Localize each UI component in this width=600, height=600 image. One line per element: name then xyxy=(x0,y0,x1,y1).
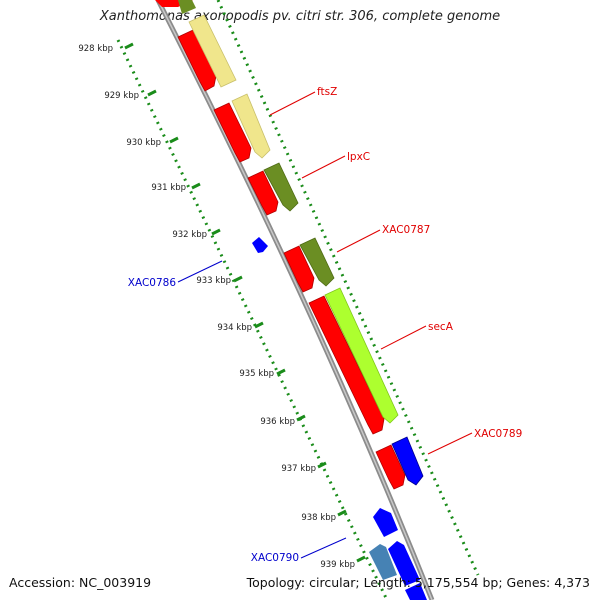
gene-label-secA[interactable]: secA xyxy=(428,321,454,333)
tick-mark xyxy=(211,228,221,236)
tick-mark xyxy=(124,42,134,50)
gene-cog-top[interactable] xyxy=(178,0,196,14)
gene-arrow[interactable] xyxy=(213,102,252,163)
gene-arrow-secA[interactable] xyxy=(308,295,385,435)
leader-lpxC xyxy=(301,155,346,179)
gene-arrow[interactable] xyxy=(247,170,279,216)
tick-label: 937 kbp xyxy=(281,464,316,474)
gene-cog-ftsZ-2[interactable] xyxy=(231,93,271,159)
gene-cog-lpxC[interactable] xyxy=(263,162,299,212)
tick-mark xyxy=(254,321,264,329)
gene-cog-ftsZ-1[interactable] xyxy=(188,14,237,88)
gene-cog-XAC0789[interactable] xyxy=(391,436,424,486)
leader-XAC0790 xyxy=(300,537,347,559)
tick-mark xyxy=(233,275,243,283)
gene-label-XAC0789[interactable]: XAC0789 xyxy=(474,428,522,440)
gene-cog-secA[interactable] xyxy=(324,287,399,424)
tick-mark xyxy=(276,368,286,376)
gene-arrow[interactable] xyxy=(375,444,406,490)
dotted-ring-outer xyxy=(216,0,480,576)
leader-XAC0786 xyxy=(177,260,223,283)
gene-arrow-XAC0786[interactable] xyxy=(252,237,268,253)
gene-label-ftsZ[interactable]: ftsZ xyxy=(317,86,337,98)
gene-arrow[interactable] xyxy=(369,544,397,580)
genome-backbone xyxy=(155,0,435,600)
tick-label: 935 kbp xyxy=(239,369,274,379)
gene-arrow-XAC0790[interactable] xyxy=(373,508,398,537)
tick-mark xyxy=(169,136,179,144)
tick-label: 933 kbp xyxy=(196,276,231,286)
gene-label-XAC0786[interactable]: XAC0786 xyxy=(128,277,177,289)
tick-label: 934 kbp xyxy=(217,323,252,333)
tick-label: 931 kbp xyxy=(151,183,186,193)
ticks-group xyxy=(124,42,366,563)
tick-label: 938 kbp xyxy=(301,513,336,523)
genome-stats-text: Topology: circular; Length: 5,175,554 bp… xyxy=(246,575,590,590)
tick-label: 932 kbp xyxy=(172,230,207,240)
cog-genes xyxy=(178,0,424,486)
accession-text: Accession: NC_003919 xyxy=(9,575,152,590)
tick-label: 939 kbp xyxy=(320,560,355,570)
reverse-genes xyxy=(252,237,427,600)
tick-mark xyxy=(337,509,347,517)
tick-label: 936 kbp xyxy=(260,417,295,427)
gene-arrow-XAC0787[interactable] xyxy=(283,245,315,293)
tick-label: 930 kbp xyxy=(126,138,161,148)
leader-XAC0787 xyxy=(336,229,381,253)
forward-genes xyxy=(155,0,406,490)
leader-ftsZ xyxy=(269,91,316,116)
tick-mark xyxy=(147,89,157,97)
gene-label-XAC0787[interactable]: XAC0787 xyxy=(382,224,430,236)
leader-secA xyxy=(380,325,427,350)
tick-mark xyxy=(296,414,306,422)
gene-arrow[interactable] xyxy=(405,583,427,600)
tick-mark xyxy=(317,461,327,469)
gene-label-XAC0790[interactable]: XAC0790 xyxy=(251,552,299,564)
gene-arrow[interactable] xyxy=(388,541,420,586)
leader-XAC0789 xyxy=(427,432,473,455)
tick-label: 929 kbp xyxy=(104,91,139,101)
gene-label-lpxC[interactable]: lpxC xyxy=(347,151,370,163)
tick-mark xyxy=(356,555,366,563)
tick-label: 928 kbp xyxy=(78,44,113,54)
tick-mark xyxy=(191,182,201,190)
gene-cog-XAC0787[interactable] xyxy=(299,237,335,287)
genome-backbone-highlight xyxy=(157,0,433,600)
